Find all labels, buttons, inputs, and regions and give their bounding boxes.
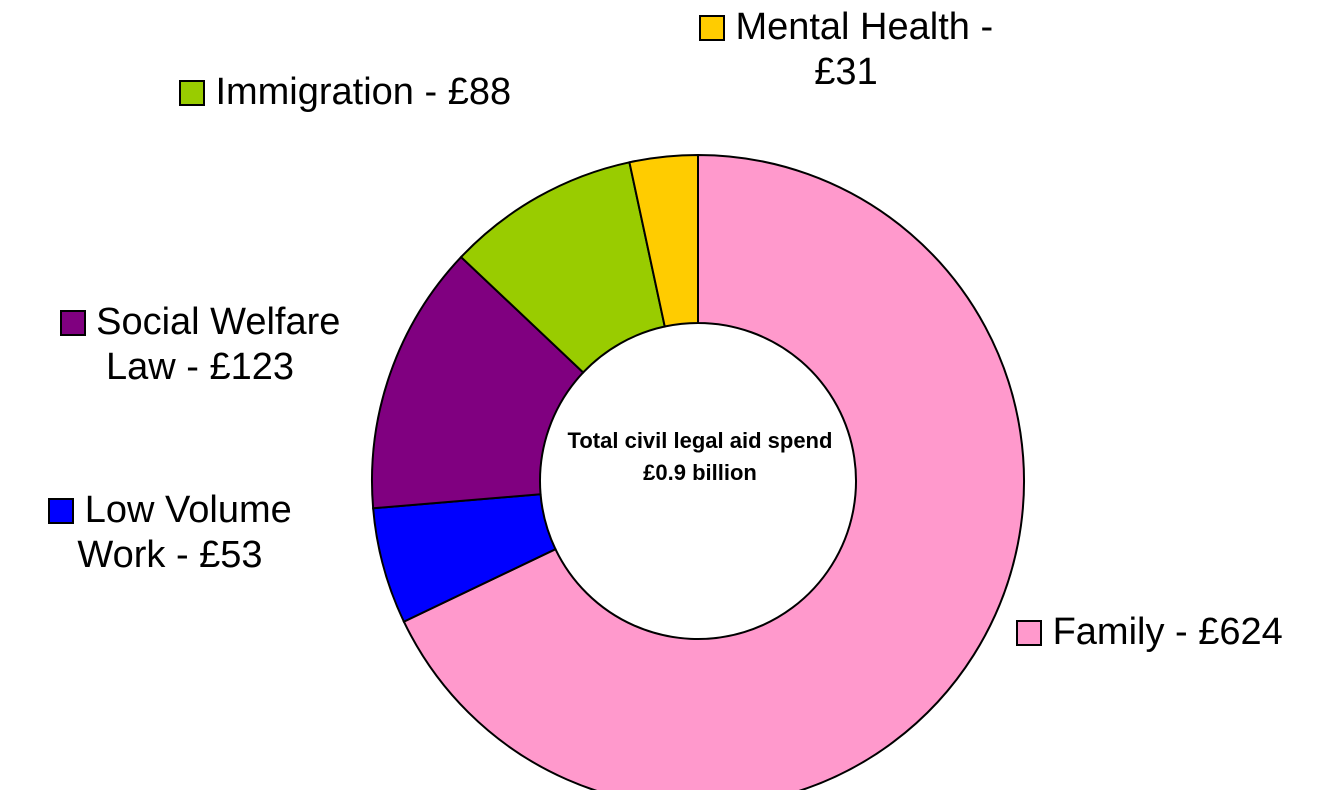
data-label-mental-health-text: Mental Health - £31: [735, 6, 994, 93]
data-label-low-volume-work: Low Volume Work - £53: [15, 488, 325, 578]
center-label: Total civil legal aid spend £0.9 billion: [567, 428, 833, 485]
data-label-social-welfare-law-text: Social Welfare Law - £123: [96, 301, 341, 388]
slices-group: [371, 153, 1025, 790]
data-label-mental-health: Mental Health - £31: [686, 5, 1006, 95]
slice-mental-health: [628, 153, 699, 328]
data-label-low-volume-work-text: Low Volume Work - £53: [77, 489, 292, 576]
family-swatch: [1016, 620, 1042, 646]
immigration-swatch: [178, 80, 205, 106]
data-label-family: Family - £624: [1016, 610, 1336, 655]
mental-health-swatch: [698, 15, 725, 41]
data-label-family-text: Family - £624: [1052, 611, 1283, 653]
data-label-immigration: Immigration - £88: [170, 70, 520, 115]
data-label-immigration-text: Immigration - £88: [215, 71, 512, 113]
data-label-social-welfare-law: Social Welfare Law - £123: [20, 300, 380, 390]
social-welfare-law-swatch: [59, 310, 86, 336]
low-volume-work-swatch: [48, 498, 75, 524]
slice-family: [402, 153, 1025, 790]
slice-social-welfare-law: [371, 255, 585, 510]
